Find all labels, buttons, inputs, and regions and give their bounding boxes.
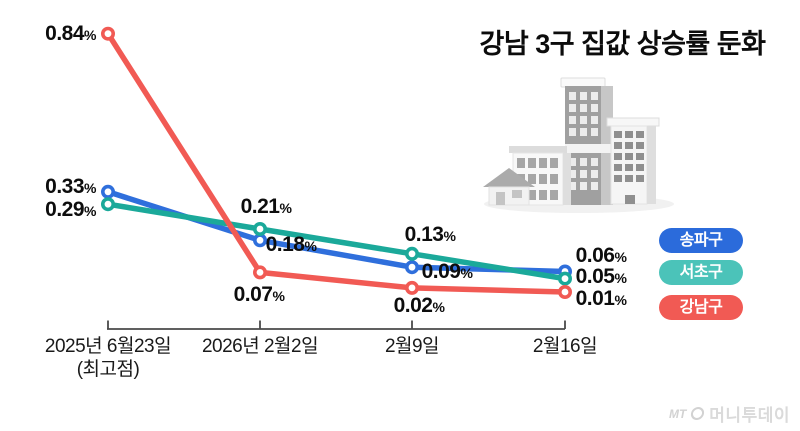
legend-item-gangnam: 강남구: [659, 295, 743, 320]
x-axis-label-4: 2월16일: [480, 335, 650, 358]
moneytoday-logo-icon: [690, 407, 706, 420]
x-axis-label-1: 2025년 6월23일 (최고점): [23, 335, 193, 381]
x-axis-label-text: 2025년 6월23일: [44, 336, 172, 357]
value-label: 0.05%: [575, 265, 627, 288]
value-label: 0.13%: [404, 223, 456, 246]
legend-item-songpa: 송파구: [659, 228, 743, 253]
legend-item-seocho: 서초구: [659, 260, 743, 285]
city-buildings-icon: [483, 77, 674, 213]
value-label: 0.07%: [233, 283, 285, 306]
value-label: 0.06%: [575, 244, 627, 267]
legend: 송파구 서초구 강남구: [659, 228, 743, 320]
x-axis-label-text: 2월16일: [532, 336, 598, 357]
value-label: 0.21%: [240, 195, 292, 218]
value-label: 0.09%: [421, 260, 473, 283]
watermark-brand: 머니투데이: [709, 406, 790, 425]
x-axis-sublabel-text: (최고점): [76, 359, 140, 380]
watermark: MT 머니투데이: [669, 401, 790, 426]
value-label: 0.84%: [45, 22, 96, 45]
x-axis-label-2: 2026년 2월2일: [175, 335, 345, 358]
x-axis-label-3: 2월9일: [327, 335, 497, 358]
chart-title: 강남 3구 집값 상승률 둔화: [479, 29, 766, 59]
x-axis-label-text: 2026년 2월2일: [201, 336, 319, 357]
value-label: 0.02%: [393, 294, 445, 317]
value-label: 0.29%: [45, 198, 96, 221]
value-label: 0.33%: [45, 175, 96, 198]
value-label: 0.18%: [265, 233, 317, 256]
watermark-prefix: MT: [668, 406, 687, 421]
value-label: 0.01%: [575, 287, 627, 310]
x-axis-label-text: 2월9일: [384, 336, 440, 357]
